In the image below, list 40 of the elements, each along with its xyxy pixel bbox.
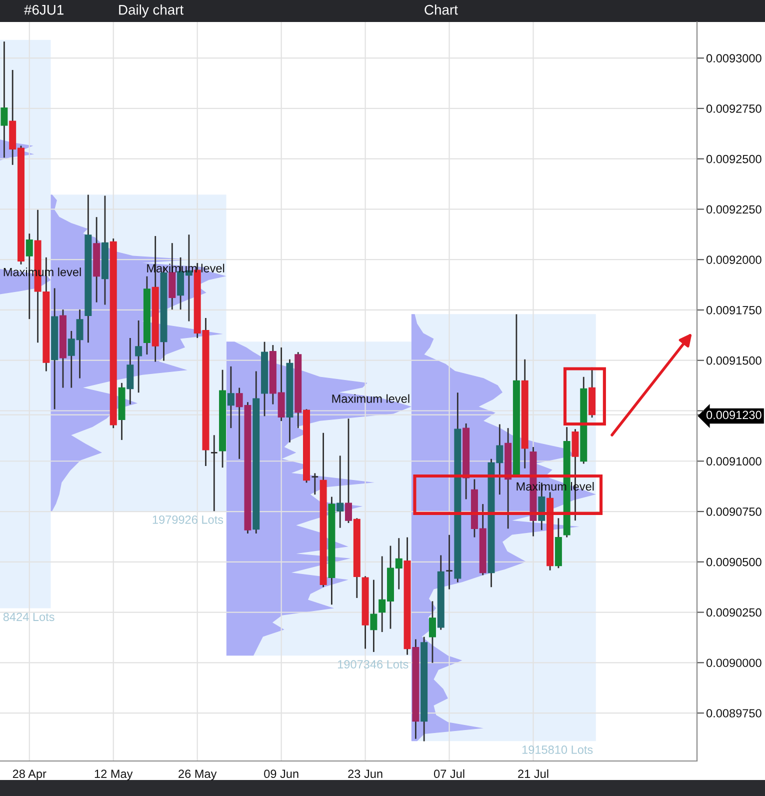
x-tick-label: 21 Jul xyxy=(518,769,548,778)
annotation: 1979926 Lots xyxy=(152,515,224,524)
y-tick-label: 0.0091000 xyxy=(706,457,762,466)
y-tick-label: 0.0091500 xyxy=(706,356,762,365)
candlestick xyxy=(210,434,218,512)
text: Chart xyxy=(424,4,458,15)
candlestick xyxy=(445,534,454,590)
y-tick-label: 0.0090000 xyxy=(706,658,762,668)
y-tick-label: 0.0090750 xyxy=(706,508,762,516)
annotation: 8424 Lots xyxy=(3,612,54,622)
annotation: Maximum level xyxy=(332,394,410,403)
x-tick-label: 12 May xyxy=(94,770,133,780)
x-tick-label: 09 Jun xyxy=(264,770,298,778)
x-tick-label: 28 Apr xyxy=(12,770,46,780)
candlestick xyxy=(336,454,344,529)
candlestick xyxy=(311,472,319,496)
annotation: 1915810 Lots xyxy=(522,746,593,754)
y-tick-label: 0.0091750 xyxy=(706,306,762,314)
chart-title: #6JU1 xyxy=(24,4,64,15)
chart-subtitle: Daily chart xyxy=(119,4,184,18)
y-tick-label: 0.0089750 xyxy=(706,709,762,718)
candlestick xyxy=(126,337,134,405)
y-tick-label: 0.0092750 xyxy=(706,104,762,113)
y-tick-label: 0.0090250 xyxy=(706,608,762,617)
y-tick-label: 0.0092500 xyxy=(706,154,762,164)
x-tick-label: 26 May xyxy=(178,770,217,780)
candlestick xyxy=(0,40,8,158)
annotation: 1907346 Lots xyxy=(338,660,408,669)
candlestick xyxy=(345,418,352,524)
candlestick xyxy=(227,366,234,429)
candlestick xyxy=(428,600,436,664)
y-tick-label: 0.0092000 xyxy=(706,256,762,264)
x-tick-label: 23 Jun xyxy=(348,770,382,778)
candlestick xyxy=(135,320,142,394)
x-tick-label: 07 Jul xyxy=(434,769,464,778)
y-tick-label: 0.0093000 xyxy=(706,54,762,62)
y-tick-label: 0.0090500 xyxy=(706,558,762,566)
y-tick-label: 0.0091230 xyxy=(706,410,762,420)
candlestick xyxy=(370,579,378,653)
y-tick-label: 0.0092250 xyxy=(706,205,762,214)
